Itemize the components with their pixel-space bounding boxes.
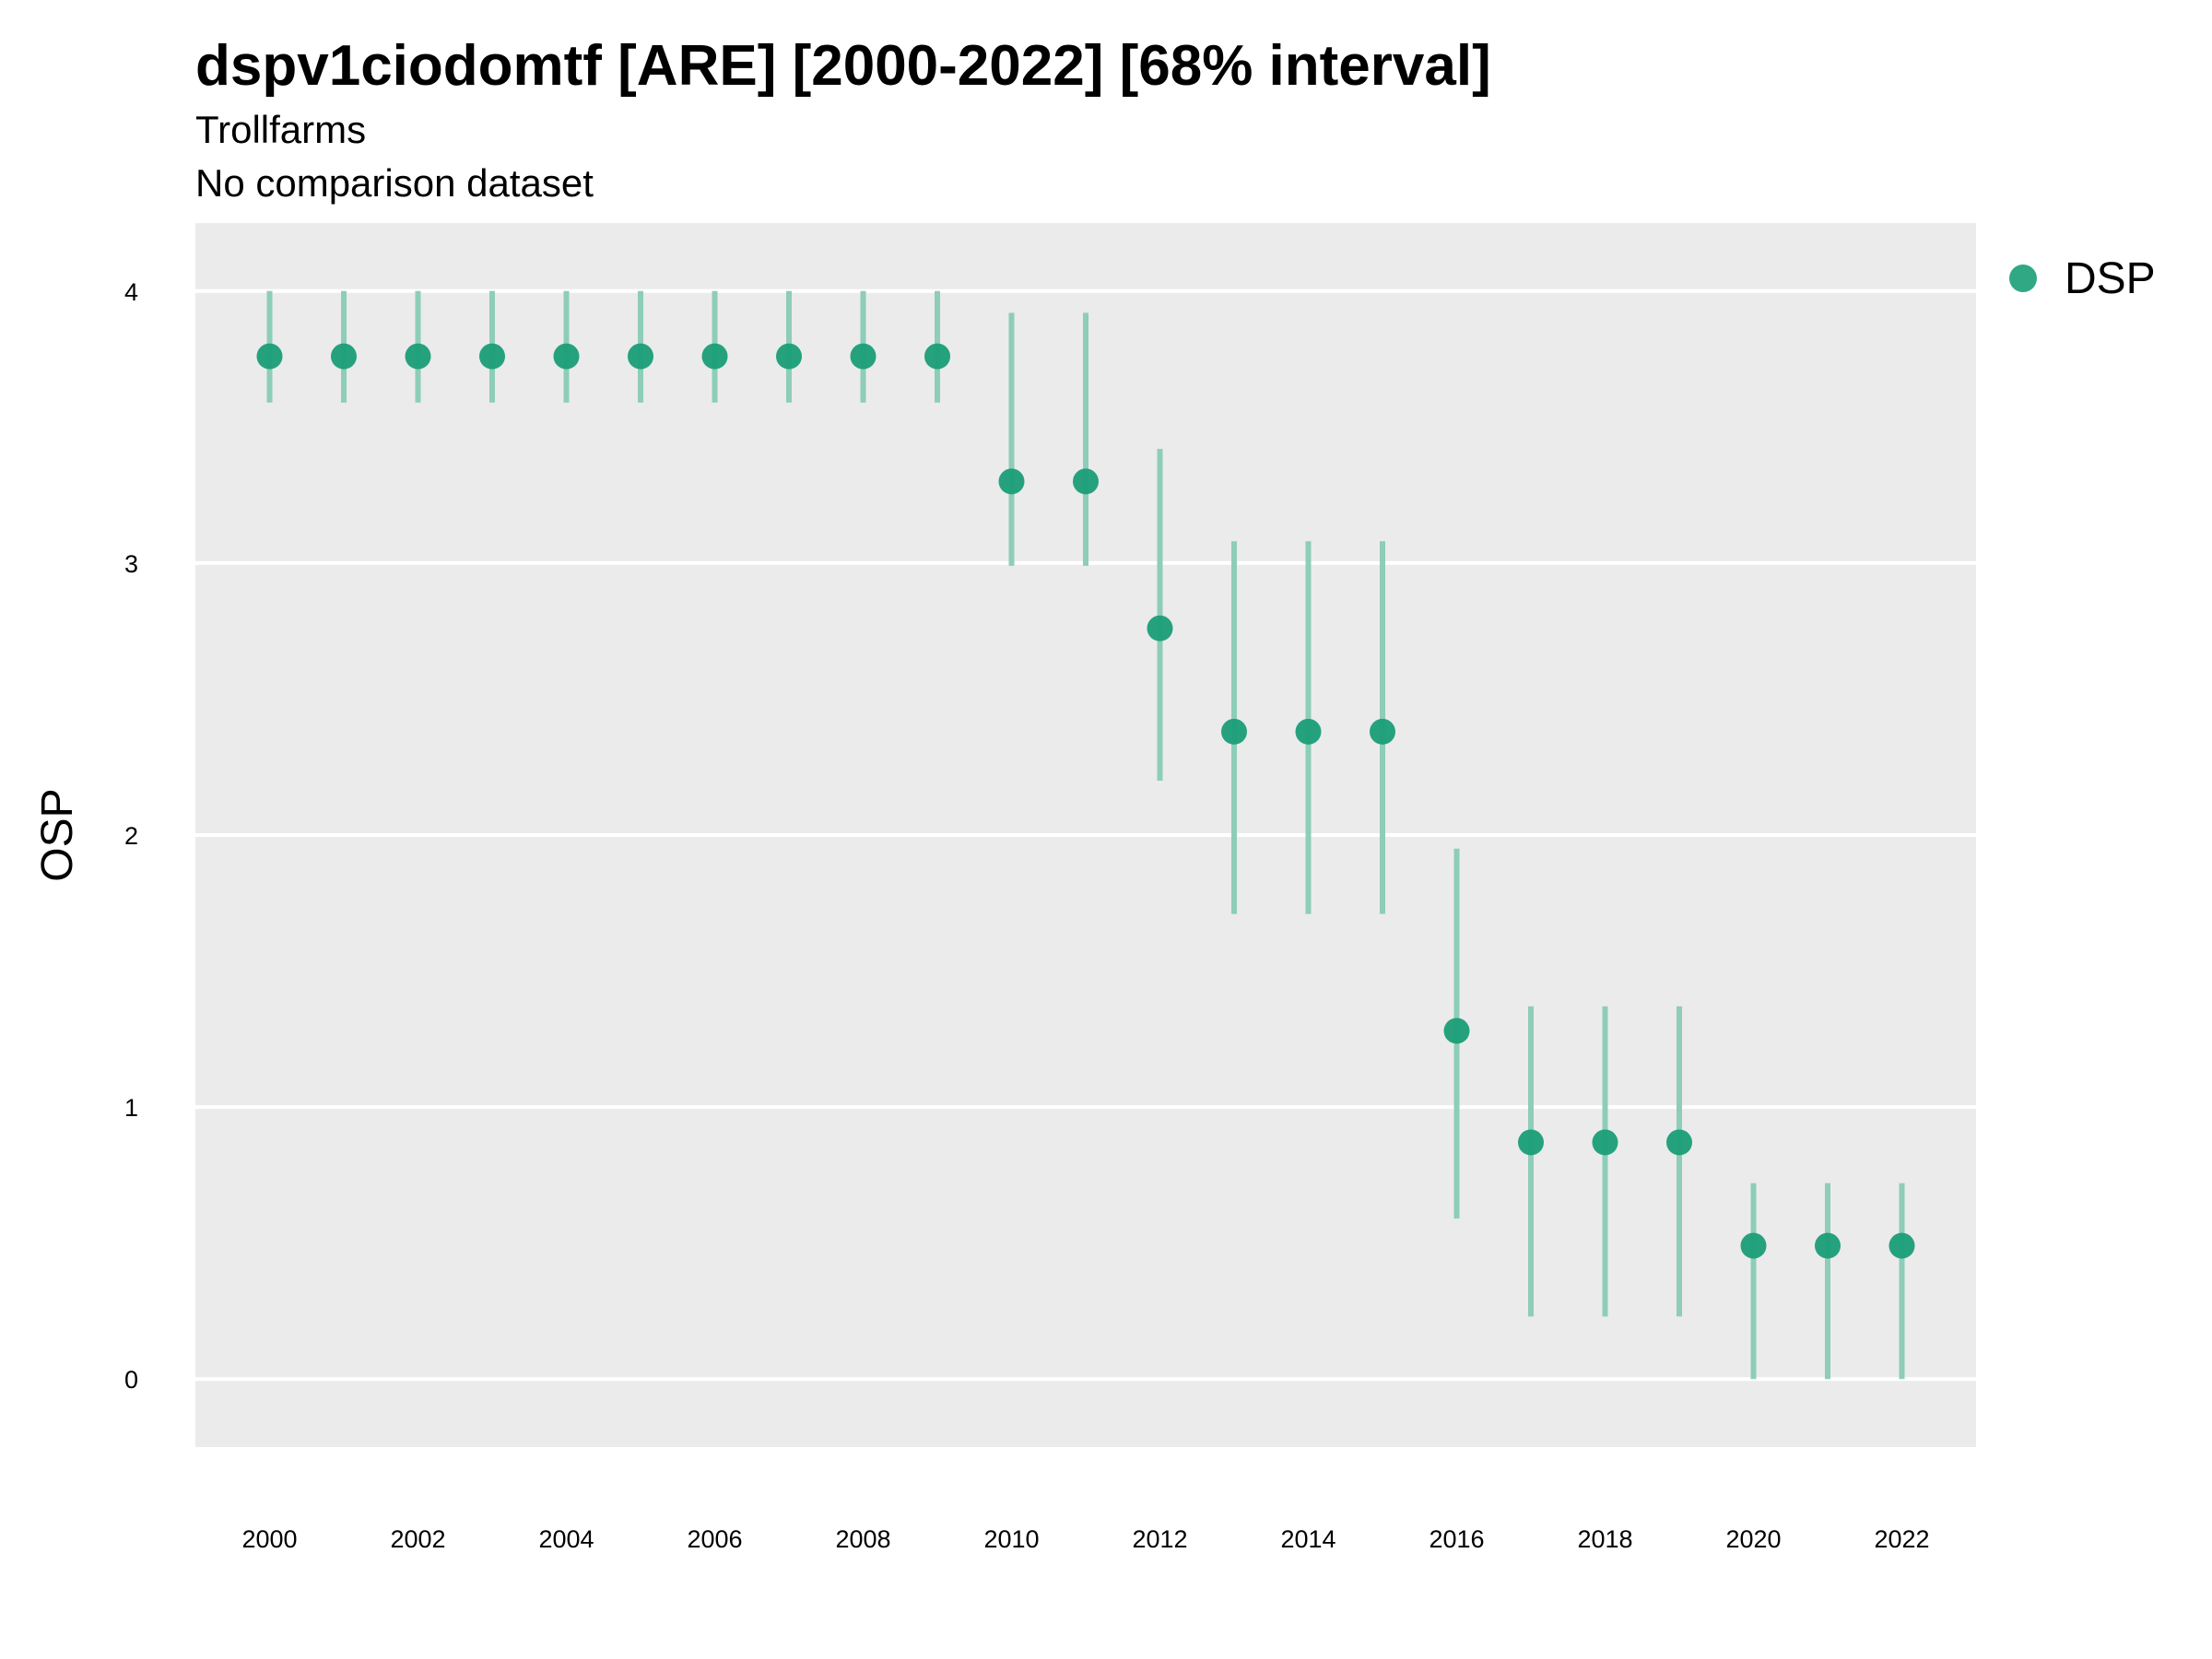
y-tick-label-3: 3 (124, 550, 138, 578)
point-2010 (998, 468, 1025, 495)
x-tick-label-2008: 2008 (835, 1525, 890, 1553)
chart-title: dspv1ciodomtf [ARE] [2000-2022] [68% int… (195, 34, 1491, 98)
point-2019 (1666, 1129, 1692, 1156)
point-2003 (479, 343, 505, 370)
x-tick-label-2016: 2016 (1429, 1525, 1484, 1553)
point-2022 (1888, 1232, 1915, 1259)
point-2018 (1592, 1129, 1618, 1156)
x-tick-label-2022: 2022 (1874, 1525, 1929, 1553)
x-axis-ticks: 2000 2002 2004 2006 2008 2010 2012 2014 2016 2018… (241, 1525, 1929, 1553)
point-2011 (1073, 468, 1099, 495)
point-2000 (256, 343, 283, 370)
point-2016 (1443, 1018, 1470, 1044)
point-2001 (331, 343, 357, 370)
legend-label-dsp: DSP (2065, 254, 2156, 303)
x-tick-label-2018: 2018 (1577, 1525, 1632, 1553)
point-2014 (1295, 718, 1322, 745)
point-2005 (628, 343, 653, 370)
point-2006 (701, 343, 728, 370)
x-tick-label-2002: 2002 (390, 1525, 445, 1553)
point-2013 (1221, 718, 1247, 745)
point-2009 (924, 343, 950, 370)
x-tick-label-2012: 2012 (1132, 1525, 1187, 1553)
point-2017 (1518, 1129, 1544, 1156)
x-tick-label-2020: 2020 (1725, 1525, 1781, 1553)
x-tick-label-2000: 2000 (241, 1525, 297, 1553)
x-tick-label-2010: 2010 (983, 1525, 1039, 1553)
y-tick-label-1: 1 (124, 1094, 138, 1122)
point-2020 (1740, 1232, 1767, 1259)
y-tick-label-2: 2 (124, 822, 138, 850)
x-tick-label-2006: 2006 (687, 1525, 742, 1553)
y-tick-label-4: 4 (124, 278, 138, 306)
y-tick-label-0: 0 (124, 1366, 138, 1394)
chart-subtitle-2: No comparison dataset (195, 161, 594, 205)
point-2008 (850, 343, 877, 370)
point-2021 (1815, 1232, 1841, 1259)
y-axis-ticks: 0 1 2 3 4 (124, 278, 138, 1394)
legend: DSP (2009, 254, 2156, 303)
x-tick-label-2014: 2014 (1280, 1525, 1335, 1553)
x-tick-label-2004: 2004 (538, 1525, 594, 1553)
point-2004 (553, 343, 580, 370)
chart-subtitle-1: Trollfarms (195, 108, 366, 151)
data-points (256, 343, 1915, 1259)
point-2007 (776, 343, 802, 370)
y-axis-title: OSP (33, 788, 82, 881)
point-2002 (405, 343, 431, 370)
point-2012 (1147, 615, 1173, 641)
legend-key-dsp (2009, 265, 2037, 292)
point-2015 (1370, 718, 1395, 745)
